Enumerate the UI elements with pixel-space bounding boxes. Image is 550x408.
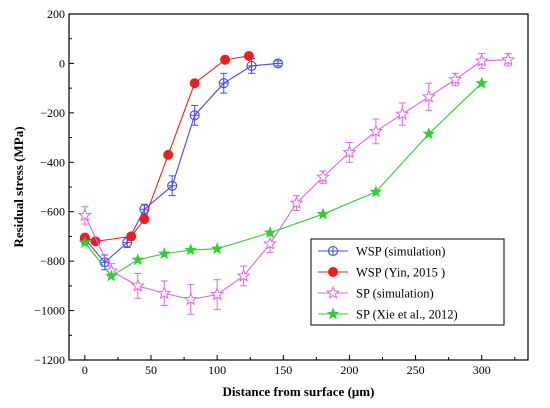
series-line — [84, 55, 249, 242]
x-tick-label: 150 — [274, 363, 292, 377]
data-point — [316, 207, 330, 220]
legend-label: WSP (simulation) — [356, 245, 445, 259]
series-line — [84, 62, 279, 264]
data-point — [289, 195, 304, 210]
data-point — [78, 235, 92, 248]
legend-box — [310, 238, 505, 326]
data-point — [218, 78, 229, 89]
y-axis-title: Residual stress (MPa) — [11, 126, 26, 247]
data-point — [315, 169, 330, 184]
y-tick-label: −1200 — [34, 353, 65, 367]
data-point — [272, 58, 284, 69]
x-tick-label: 250 — [407, 363, 425, 377]
data-point — [501, 52, 516, 66]
legend-marker — [325, 285, 341, 299]
data-point — [263, 236, 278, 250]
data-point — [189, 78, 200, 89]
legend-marker — [328, 267, 338, 277]
x-tick-label: 100 — [208, 363, 226, 377]
legend-marker — [327, 245, 339, 257]
series-layer — [77, 51, 516, 315]
legend-item: WSP (simulation) — [318, 245, 445, 259]
y-tick-label: −600 — [40, 205, 65, 219]
data-point — [421, 89, 436, 103]
data-point — [263, 226, 277, 239]
data-point — [130, 278, 145, 292]
legend-item: SP (simulation) — [318, 285, 434, 301]
data-point — [368, 124, 383, 138]
y-tick-label: −1000 — [34, 304, 65, 318]
data-point — [210, 242, 224, 255]
legend-item: WSP (Yin, 2015 ) — [318, 266, 445, 280]
legend-label: WSP (Yin, 2015 ) — [356, 266, 445, 280]
data-point — [163, 149, 174, 160]
y-tick-label: −400 — [40, 155, 65, 169]
y-tick-label: 0 — [59, 56, 65, 70]
data-point — [369, 185, 383, 198]
x-tick-label: 50 — [145, 363, 157, 377]
data-point — [246, 60, 257, 71]
data-point — [243, 51, 254, 62]
legend-marker — [326, 307, 340, 320]
y-tick-label: −200 — [40, 106, 65, 120]
data-point — [126, 231, 137, 242]
data-point — [189, 110, 200, 121]
y-tick-label: 200 — [47, 7, 65, 21]
data-point — [139, 214, 150, 225]
legend-label: SP (Xie et al., 2012) — [356, 308, 458, 322]
y-tick-label: −800 — [40, 254, 65, 268]
x-axis-title: Distance from surface (μm) — [223, 384, 375, 399]
data-point — [157, 247, 171, 260]
data-point — [474, 53, 489, 67]
data-point — [210, 287, 225, 301]
x-tick-label: 300 — [473, 363, 491, 377]
data-point — [342, 145, 357, 159]
x-tick-label: 0 — [82, 363, 88, 377]
data-point — [139, 204, 150, 215]
data-point — [77, 208, 92, 222]
data-point — [475, 76, 489, 89]
data-point — [422, 127, 436, 140]
legend-label: SP (simulation) — [356, 287, 434, 301]
series-3 — [77, 52, 516, 315]
data-point — [167, 180, 178, 191]
data-point — [395, 106, 410, 121]
data-point — [157, 285, 172, 300]
data-point — [183, 292, 198, 306]
data-point — [99, 257, 110, 268]
x-tick-label: 200 — [340, 363, 358, 377]
data-point — [236, 268, 251, 282]
data-point — [448, 72, 463, 86]
axis-ticks: 0 50 100 150 200 250 300 200 0 −200 −400 −600 −800 −1… — [34, 7, 516, 377]
data-point — [220, 54, 231, 65]
series-4 — [78, 76, 489, 282]
data-point — [131, 253, 145, 266]
data-point — [184, 243, 198, 256]
legend: WSP (simulation) WSP (Yin, 2015 ) SP (simu… — [310, 238, 505, 326]
data-point — [105, 269, 118, 282]
legend-item: SP (Xie et al., 2012) — [318, 307, 458, 322]
